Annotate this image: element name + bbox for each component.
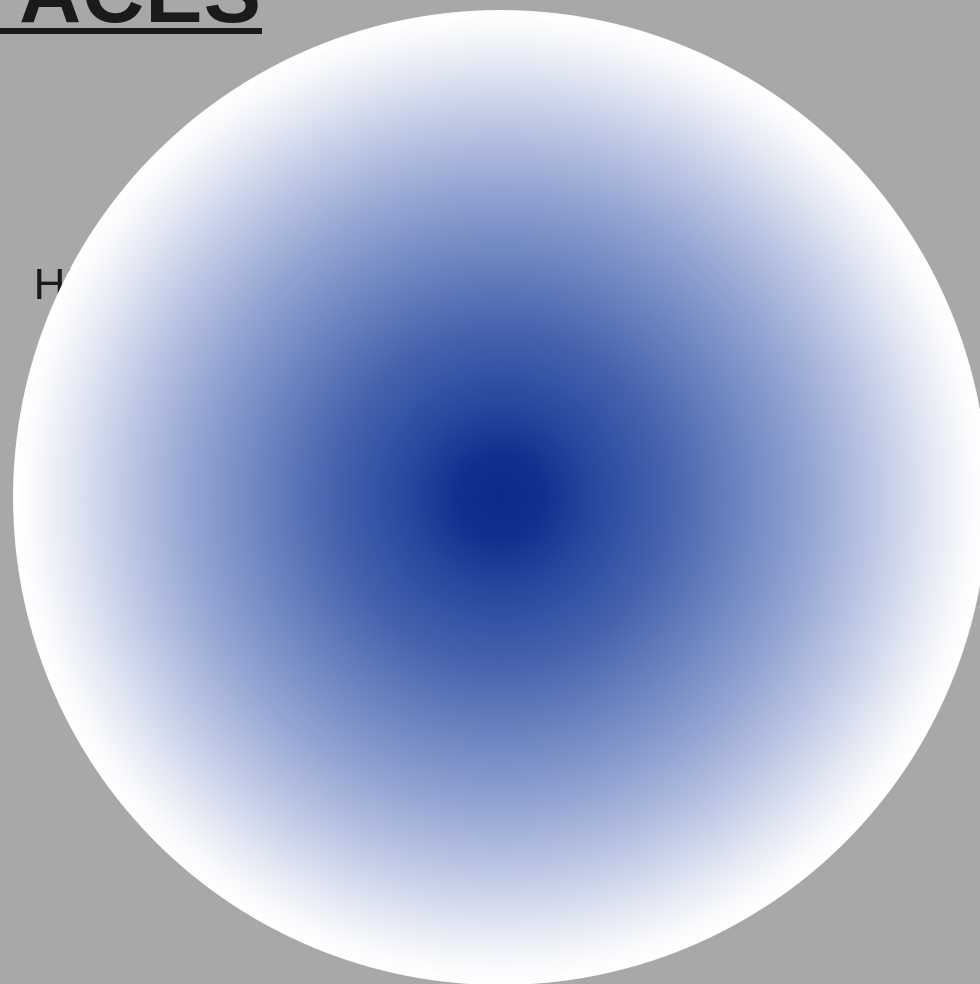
gradient-sphere (13, 10, 980, 984)
title-underline (0, 28, 262, 34)
